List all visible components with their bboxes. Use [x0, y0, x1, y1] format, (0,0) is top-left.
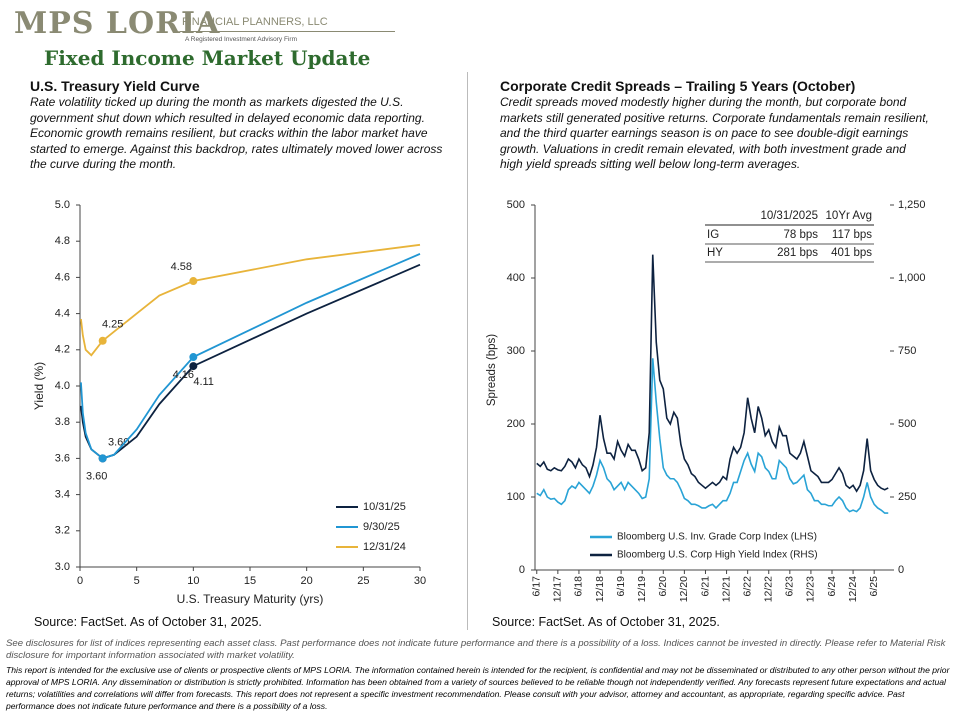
x-tick-label: 6/23	[784, 576, 796, 597]
x-tick-label: 12/24	[847, 576, 859, 602]
legend-label: 12/31/24	[363, 541, 406, 553]
y2-tick-label: 1,250	[898, 199, 926, 211]
y-tick-label: 400	[507, 272, 525, 284]
series-line	[80, 243, 421, 357]
table-cell: 117 bps	[832, 229, 872, 241]
value-label: 4.25	[102, 319, 123, 331]
point	[98, 454, 107, 463]
x-tick-label: 12/18	[594, 576, 606, 602]
legend-label: Bloomberg U.S. Corp High Yield Index (RH…	[617, 550, 818, 561]
divider	[467, 72, 468, 630]
table-header: 10/31/2025	[760, 210, 818, 222]
y-axis-label: Spreads (bps)	[486, 334, 498, 406]
panel-title: U.S. Treasury Yield Curve	[30, 78, 200, 94]
x-tick-label: 6/22	[741, 576, 753, 597]
y-tick-label: 3.8	[55, 416, 70, 428]
y2-tick-label: 500	[898, 418, 916, 430]
logo-rule	[180, 31, 395, 32]
firm-name: FINANCIAL PLANNERS, LLC	[182, 16, 328, 28]
table-cell: IG	[707, 229, 719, 241]
x-tick-label: 6/19	[615, 576, 627, 597]
x-tick-label: 6/25	[868, 576, 880, 597]
logo: MPS LORIA	[14, 6, 221, 41]
tagline: A Registered Investment Advisory Firm	[185, 36, 297, 43]
y-tick-label: 500	[507, 199, 525, 211]
table-cell: 78 bps	[783, 229, 818, 241]
y-tick-label: 3.0	[55, 561, 70, 573]
page-title: Fixed Income Market Update	[44, 46, 371, 70]
x-axis-label: U.S. Treasury Maturity (yrs)	[177, 592, 324, 606]
x-tick-label: 12/17	[552, 576, 564, 602]
x-tick-label: 15	[244, 575, 256, 587]
x-tick-label: 6/24	[826, 576, 838, 597]
x-tick-label: 12/21	[720, 576, 732, 602]
value-label: 4.11	[193, 376, 214, 388]
point	[189, 277, 198, 286]
series-line	[536, 254, 889, 493]
x-tick-label: 6/18	[573, 576, 585, 597]
point	[98, 336, 107, 345]
series-line	[80, 263, 421, 460]
legal: This report is intended for the exclusiv…	[6, 665, 950, 711]
x-tick-label: 12/19	[636, 576, 648, 602]
x-tick-label: 25	[357, 575, 369, 587]
series-line	[80, 253, 421, 460]
x-tick-label: 30	[414, 575, 426, 587]
y-tick-label: 200	[507, 418, 525, 430]
table-cell: 281 bps	[777, 247, 818, 259]
y-tick-label: 4.4	[55, 308, 70, 320]
x-tick-label: 12/22	[763, 576, 775, 602]
source: Source: FactSet. As of October 31, 2025.	[34, 615, 262, 629]
y-tick-label: 0	[519, 564, 525, 576]
y-axis-label: Yield (%)	[32, 362, 46, 410]
y2-tick-label: 250	[898, 491, 916, 503]
x-tick-label: 10	[187, 575, 199, 587]
legend-label: 9/30/25	[363, 521, 400, 533]
point	[189, 353, 198, 362]
table-cell: 401 bps	[831, 247, 872, 259]
source: Source: FactSet. As of October 31, 2025.	[492, 615, 720, 629]
x-tick-label: 6/20	[657, 576, 669, 597]
x-tick-label: 5	[134, 575, 140, 587]
series-line	[536, 358, 889, 514]
x-tick-label: 20	[301, 575, 313, 587]
table-cell: HY	[707, 247, 723, 259]
value-label: 4.58	[171, 261, 192, 273]
y2-tick-label: 750	[898, 345, 916, 357]
y-tick-label: 300	[507, 345, 525, 357]
value-label: 3.60	[86, 470, 107, 482]
y-tick-label: 4.8	[55, 235, 70, 247]
x-tick-label: 12/20	[678, 576, 690, 602]
y-tick-label: 4.6	[55, 271, 70, 283]
table-header: 10Yr Avg	[826, 210, 872, 222]
legend-label: 10/31/25	[363, 501, 406, 513]
panel-text: Rate volatility ticked up during the mon…	[30, 95, 443, 171]
panel-title: Corporate Credit Spreads – Trailing 5 Ye…	[500, 78, 856, 94]
y-tick-label: 4.0	[55, 380, 70, 392]
y2-tick-label: 0	[898, 564, 904, 576]
x-tick-label: 0	[77, 575, 83, 587]
y-tick-label: 100	[507, 491, 525, 503]
panel-text: Credit spreads moved modestly higher dur…	[500, 95, 929, 171]
y-tick-label: 5.0	[55, 199, 70, 211]
y-tick-label: 4.2	[55, 344, 70, 356]
value-label: 4.16	[173, 369, 194, 381]
legend-label: Bloomberg U.S. Inv. Grade Corp Index (LH…	[617, 532, 817, 543]
value-label: 3.60	[108, 436, 129, 448]
y-tick-label: 3.2	[55, 525, 70, 537]
point	[189, 362, 198, 371]
y2-tick-label: 1,000	[898, 272, 926, 284]
y-tick-label: 3.4	[55, 489, 70, 501]
disclosure: See disclosures for list of indices repr…	[6, 638, 946, 661]
x-tick-label: 6/17	[531, 576, 543, 597]
x-tick-label: 12/23	[805, 576, 817, 602]
y-tick-label: 3.6	[55, 452, 70, 464]
x-tick-label: 6/21	[699, 576, 711, 597]
